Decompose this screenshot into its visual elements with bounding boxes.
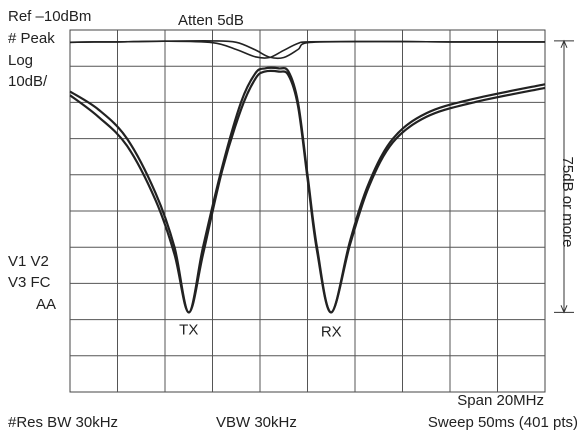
res-bw-label: #Res BW 30kHz: [8, 414, 119, 431]
span-label: Span 20MHz: [457, 392, 544, 409]
plot-grid: [69, 29, 546, 393]
sweep-label: Sweep 50ms (401 pts): [427, 414, 578, 431]
trace-line-2: [69, 40, 545, 59]
peak-label: # Peak: [8, 30, 55, 47]
scale-label: 10dB/: [8, 73, 48, 90]
tx-label: TX: [179, 321, 198, 338]
range-marker-arrow-up: [560, 39, 568, 49]
range-marker: [554, 39, 574, 314]
ref-level-label: Ref –10dBm: [8, 8, 92, 25]
plot-annotations: TX RX: [179, 321, 342, 340]
attenuation-label: Atten 5dB: [178, 12, 244, 29]
trace-line-3: [69, 66, 546, 314]
side-status-line3: AA: [35, 296, 56, 313]
side-status-line2: V3 FC: [8, 274, 51, 291]
plot-traces: [69, 40, 546, 314]
trace-line-4: [69, 69, 546, 314]
side-status-line1: V1 V2: [8, 253, 49, 270]
range-annotation-label: 75dB or more: [559, 156, 576, 248]
log-label: Log: [8, 52, 34, 69]
rx-label: RX: [321, 323, 342, 340]
range-marker-arrow-down: [560, 305, 568, 314]
vbw-label: VBW 30kHz: [216, 414, 297, 431]
